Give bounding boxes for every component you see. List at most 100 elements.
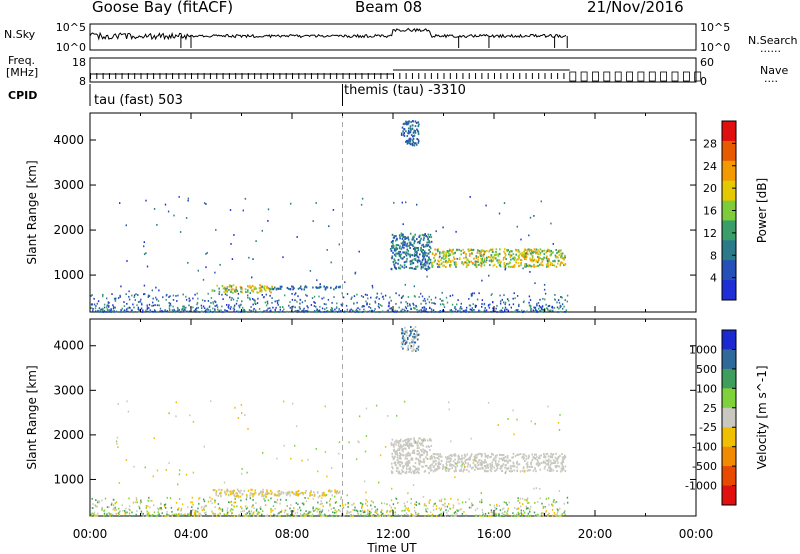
- power-cell: [468, 261, 470, 264]
- freq-frame: [89, 57, 697, 83]
- power-scatter: [292, 305, 294, 308]
- velocity-cell: [556, 459, 558, 462]
- power-scatter: [114, 298, 116, 301]
- velocity-cell: [420, 449, 422, 452]
- velocity-scatter: [521, 514, 523, 517]
- velocity-scatter: [286, 513, 288, 516]
- velocity-cell: [434, 469, 437, 472]
- velocity-scatter: [395, 515, 398, 517]
- velocity-scatter: [194, 509, 196, 512]
- velocity-scatter: [525, 515, 527, 517]
- power-cell: [412, 141, 415, 144]
- power-scatter: [514, 297, 516, 300]
- power-sparse: [309, 270, 312, 272]
- power-sparse: [145, 199, 147, 202]
- velocity-cell: [400, 438, 402, 441]
- xtick-label: 04:00: [174, 527, 209, 541]
- velocity-scatter: [454, 511, 457, 513]
- velocity-sparse: [325, 494, 328, 496]
- power-scatter: [541, 305, 544, 308]
- velocity-cell: [470, 453, 473, 456]
- power-sparse: [244, 197, 247, 200]
- velocity-scatter: [381, 514, 384, 517]
- power-cell: [531, 256, 534, 259]
- velocity-scatter: [219, 514, 222, 517]
- power-cell: [504, 254, 507, 256]
- velocity-colorbar-swatch: [722, 427, 736, 448]
- nave-box: [671, 71, 679, 82]
- velocity-scatter: [128, 497, 130, 500]
- power-cell: [262, 286, 265, 289]
- velocity-scatter: [131, 511, 133, 514]
- power-scatter: [271, 301, 273, 304]
- nave-mark: [329, 73, 331, 79]
- power-scatter: [91, 303, 93, 306]
- power-scatter: [138, 309, 140, 311]
- velocity-cell: [410, 442, 412, 445]
- power-cell: [405, 254, 408, 257]
- velocity-scatter: [140, 510, 143, 513]
- power-scatter: [478, 309, 480, 312]
- power-cell: [450, 264, 452, 266]
- power-cell: [403, 246, 405, 249]
- velocity-cell: [561, 458, 564, 461]
- power-scatter: [120, 309, 122, 311]
- power-scatter: [276, 300, 278, 302]
- power-sparse: [290, 202, 292, 205]
- power-cell: [524, 252, 526, 255]
- power-scatter: [282, 306, 284, 308]
- velocity-scatter: [232, 508, 234, 511]
- power-scatter: [301, 301, 304, 304]
- velocity-scatter: [278, 512, 280, 514]
- power-scatter: [258, 308, 261, 310]
- power-cell: [405, 260, 407, 263]
- velocity-cell: [543, 454, 546, 457]
- power-cell: [549, 261, 552, 264]
- power-cell: [477, 258, 479, 261]
- power-cell: [406, 257, 408, 260]
- velocity-cell: [551, 456, 554, 459]
- velocity-scatter: [226, 507, 229, 510]
- power-cell: [550, 249, 552, 252]
- velocity-cell: [309, 492, 311, 495]
- velocity-cell: [313, 494, 316, 497]
- velocity-cell: [419, 444, 422, 446]
- power-scatter: [378, 311, 381, 313]
- power-cell: [495, 254, 497, 257]
- velocity-cell: [426, 454, 428, 456]
- velocity-cell: [457, 460, 459, 463]
- power-cell: [409, 247, 411, 249]
- power-cell: [395, 249, 397, 252]
- power-scatter: [413, 307, 416, 310]
- nave-mark: [235, 73, 237, 79]
- velocity-scatter: [283, 511, 286, 514]
- power-sparse: [528, 234, 530, 237]
- power-cell: [444, 255, 447, 257]
- power-cell: [507, 249, 509, 252]
- power-cell: [419, 253, 421, 256]
- power-sparse: [185, 217, 188, 219]
- power-cell: [453, 261, 456, 264]
- power-cell: [241, 288, 243, 291]
- power-scatter: [364, 310, 366, 313]
- power-scatter: [90, 295, 92, 297]
- velocity-scatter: [376, 508, 379, 511]
- power-cell: [259, 284, 261, 287]
- velocity-cell: [416, 347, 418, 350]
- power-scatter: [248, 309, 251, 311]
- nave-mark: [531, 73, 533, 79]
- power-cell: [410, 243, 413, 246]
- velocity-cell: [227, 490, 229, 492]
- power-sparse: [120, 285, 122, 288]
- power-scatter: [398, 306, 400, 309]
- power-cell: [473, 257, 475, 260]
- power-sparse: [454, 251, 456, 254]
- power-cell: [234, 288, 236, 291]
- velocity-cell: [555, 452, 557, 455]
- power-cell: [499, 264, 501, 267]
- velocity-cell: [408, 471, 410, 473]
- power-scatter: [214, 300, 216, 303]
- velocity-scatter: [338, 509, 340, 511]
- power-scatter: [423, 297, 426, 300]
- power-scatter: [154, 304, 156, 306]
